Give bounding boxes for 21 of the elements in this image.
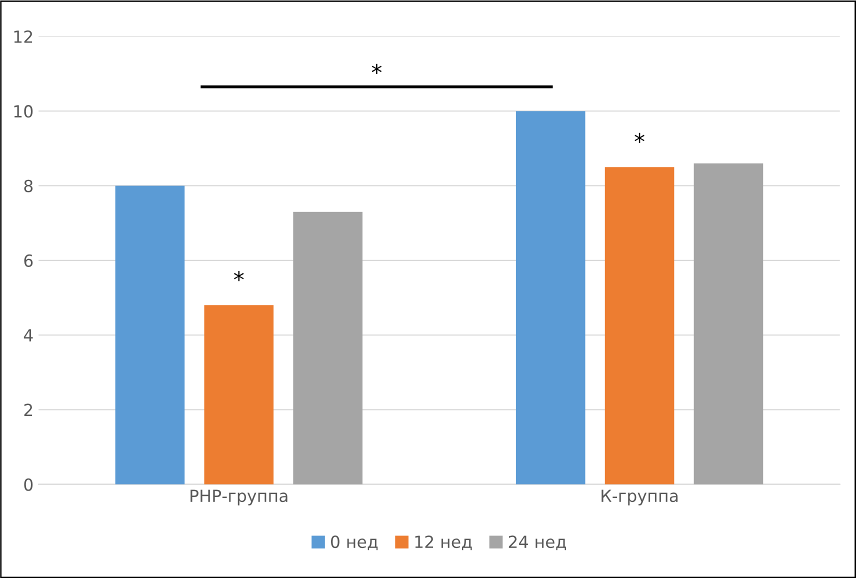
- bar: [516, 111, 586, 484]
- legend-label: 0 нед: [331, 535, 378, 550]
- annotation: *: [234, 271, 244, 282]
- y-tick-label: 4: [24, 329, 33, 342]
- annotation: *: [372, 64, 382, 74]
- y-tick-label: 6: [24, 254, 33, 267]
- y-tick-label: 10: [14, 105, 33, 118]
- x-tick-label: РНР-группа: [190, 490, 288, 506]
- bar: [293, 212, 362, 484]
- y-tick-label: 0: [24, 478, 33, 491]
- legend-label: 12 нед: [415, 535, 472, 550]
- bar: [204, 305, 274, 484]
- y-tick-label: 8: [24, 180, 33, 192]
- bar: [604, 167, 674, 484]
- annotation: *: [634, 132, 644, 144]
- legend-label: 24 нед: [508, 535, 566, 550]
- bar: [694, 163, 764, 484]
- x-tick-label: К-группа: [602, 490, 678, 506]
- y-tick-label: 2: [24, 404, 32, 416]
- bar: [115, 186, 185, 484]
- y-tick-label: 12: [14, 30, 32, 43]
